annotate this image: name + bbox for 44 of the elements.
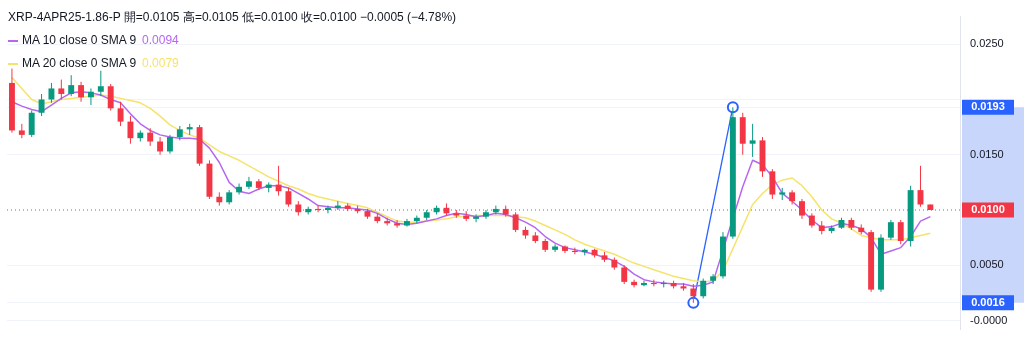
candlestick: [749, 123, 756, 158]
candlestick: [236, 183, 243, 196]
y-tick-label: 0.0050: [970, 258, 1004, 271]
candlestick: [473, 213, 480, 223]
candlestick: [621, 264, 628, 285]
candlestick: [887, 219, 894, 241]
y-tick-label: 0.0150: [970, 147, 1004, 160]
candlestick: [700, 278, 707, 299]
candlestick: [285, 187, 292, 208]
candlestick: [641, 280, 647, 287]
candlestick: [897, 219, 904, 245]
legend-label: MA 20 close 0 SMA 9: [22, 56, 137, 70]
candlestick: [107, 83, 114, 112]
annotation: 0.0079: [142, 56, 179, 70]
candlestick: [78, 81, 85, 103]
y-tick-label: -0.0000: [970, 313, 1008, 326]
legend-label: MA 10 close 0 SMA 9: [22, 33, 137, 47]
candlestick: [48, 82, 55, 104]
candlestick: [117, 101, 124, 127]
candlestick: [552, 243, 559, 253]
chart-title: XRP-4APR25-1.86-P 開=0.0105 高=0.0105 低=0.0100 收=0.0100 −0.0005 (−4.78%): [8, 9, 457, 26]
y-tick-label: 0.0193: [971, 100, 1005, 113]
candlestick: [690, 283, 697, 304]
candlestick: [562, 244, 568, 254]
candlestick: [58, 79, 65, 100]
candlestick: [245, 176, 252, 190]
candlestick: [87, 87, 94, 106]
annotation: 0.0094: [142, 33, 179, 47]
candlestick: [394, 219, 401, 229]
candlestick: [38, 93, 45, 117]
candlestick: [325, 205, 331, 214]
candlestick: [166, 134, 173, 155]
y-tick-label: 0.0016: [971, 295, 1005, 308]
candlestick: [710, 273, 717, 285]
candlestick: [97, 70, 104, 97]
candlestick: [769, 168, 776, 200]
y-tick-label: 0.0250: [970, 37, 1004, 50]
candlestick: [275, 165, 282, 197]
candlestick: [799, 198, 805, 220]
candlestick: [127, 115, 134, 145]
candlestick: [68, 74, 75, 97]
candlestick: [28, 110, 35, 138]
candlestick: [631, 279, 638, 288]
ref-line-label: 0.0100: [971, 203, 1005, 216]
